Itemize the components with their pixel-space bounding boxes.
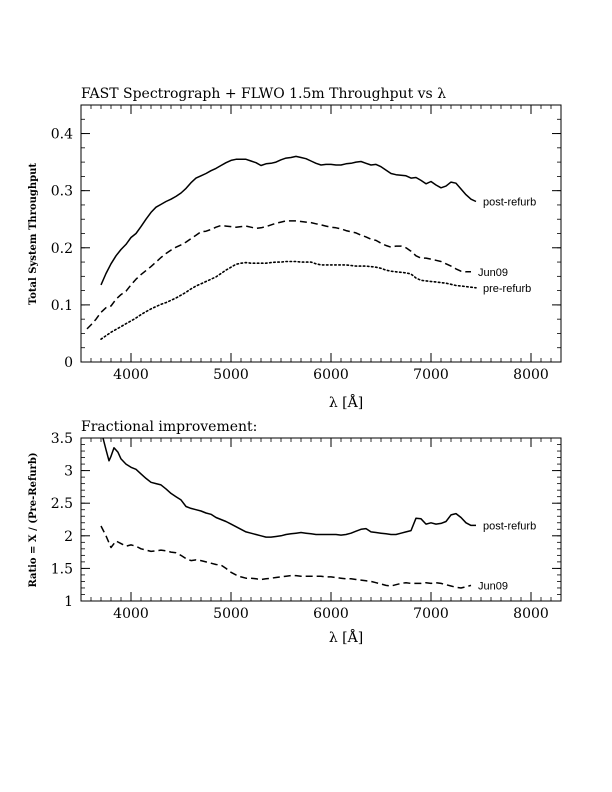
x-tick-label: 4000 xyxy=(113,367,149,383)
y-tick-label: 2 xyxy=(64,529,73,545)
series-label: Jun09 xyxy=(478,267,508,279)
y-tick-label: 1 xyxy=(64,594,73,610)
series-label: pre-refurb xyxy=(483,283,531,295)
x-tick-label: 8000 xyxy=(513,606,549,622)
series-line-post-refurb xyxy=(100,155,477,286)
x-tick-label: 4000 xyxy=(113,606,149,622)
chart-title: FAST Spectrograph + FLWO 1.5m Throughput… xyxy=(81,86,446,102)
x-axis-label: λ [Å] xyxy=(329,628,363,646)
ratio-chart: Fractional improvement: λ [Å] Ratio = X … xyxy=(28,419,562,646)
x-tick-label: 7000 xyxy=(413,606,449,622)
tick-labels: 4000 5000 6000 7000 8000 0 0.1 0.2 0.3 0.4 xyxy=(51,127,549,383)
x-tick-label: 5000 xyxy=(213,606,249,622)
series-label: post-refurb xyxy=(483,197,536,209)
series-labels: post-refurb Jun09 xyxy=(478,520,536,592)
y-axis-label: Ratio = X / (Pre-Refurb) xyxy=(28,452,39,587)
y-tick-label: 0.3 xyxy=(51,184,73,200)
series-line-post-refurb xyxy=(102,438,476,538)
throughput-chart: FAST Spectrograph + FLWO 1.5m Throughput… xyxy=(28,86,562,411)
chart-title: Fractional improvement: xyxy=(81,419,257,435)
y-axis-label: Total System Throughput xyxy=(28,163,39,305)
y-tick-label: 0.1 xyxy=(51,298,73,314)
x-tick-label: 6000 xyxy=(313,606,349,622)
x-tick-label: 6000 xyxy=(313,367,349,383)
y-tick-label: 2.5 xyxy=(51,496,73,512)
y-tick-label: 0 xyxy=(64,355,73,371)
tick-labels: 4000 5000 6000 7000 8000 1 1.5 2 2.5 3 3.5 xyxy=(51,431,549,622)
y-tick-label: 3.5 xyxy=(51,431,73,447)
series-line-jun09 xyxy=(100,525,472,589)
y-tick-label: 3 xyxy=(64,464,73,480)
series-line-pre-refurb xyxy=(100,260,477,340)
y-tick-label: 0.4 xyxy=(51,127,73,143)
y-tick-label: 0.2 xyxy=(51,241,73,257)
x-tick-label: 7000 xyxy=(413,367,449,383)
plot-marks xyxy=(80,437,562,602)
x-tick-label: 5000 xyxy=(213,367,249,383)
series-label: post-refurb xyxy=(483,520,536,532)
series-labels: post-refurb Jun09 pre-refurb xyxy=(478,197,536,295)
series-label: Jun09 xyxy=(478,580,508,592)
x-axis-label: λ [Å] xyxy=(329,393,363,411)
series-line-jun09 xyxy=(86,220,471,330)
x-tick-label: 8000 xyxy=(513,367,549,383)
plot-marks xyxy=(80,104,562,363)
y-tick-label: 1.5 xyxy=(51,561,73,577)
plot-frame xyxy=(80,104,562,363)
